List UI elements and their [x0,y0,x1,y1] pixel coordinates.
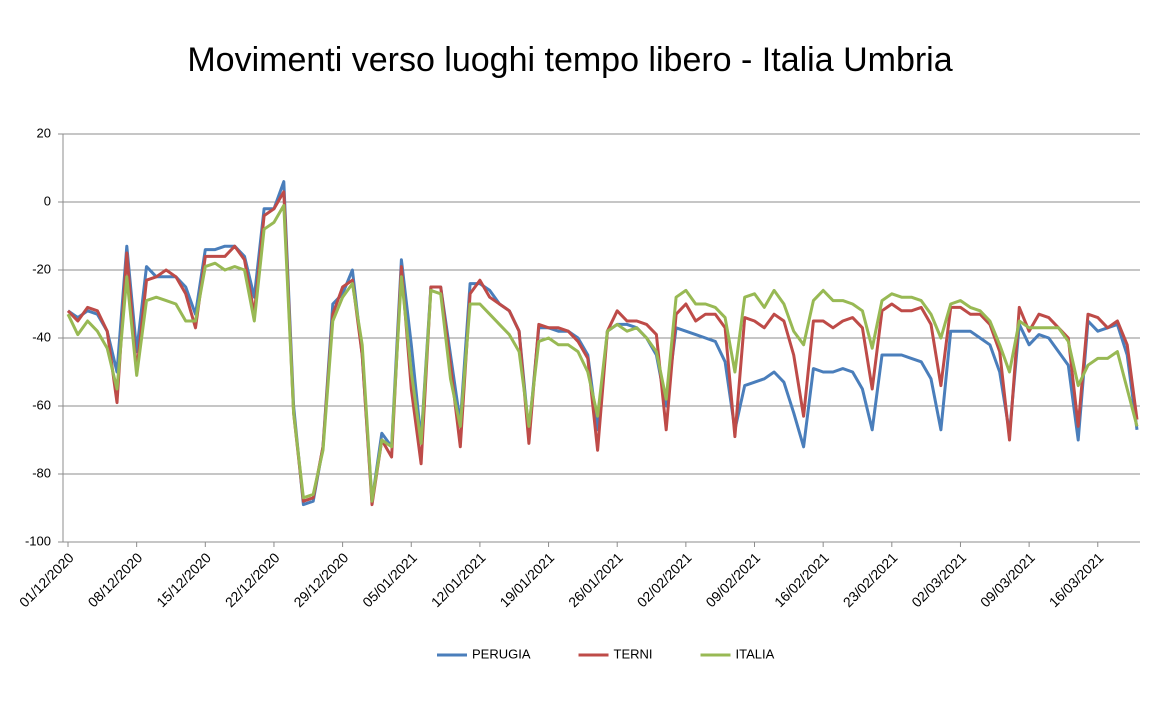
legend-label: TERNI [614,646,653,661]
series-line [67,180,1139,507]
x-tick-label: 23/02/2021 [840,549,901,610]
x-tick-label: 16/02/2021 [771,549,832,610]
x-tick-label: 02/02/2021 [634,549,695,610]
x-tick-label: 19/01/2021 [496,549,557,610]
series-line [66,203,1139,503]
y-tick-label: -60 [32,397,51,412]
y-tick-label: -20 [32,261,51,276]
chart-title: Movimenti verso luoghi tempo libero - It… [187,41,952,79]
y-tick-label: 20 [37,125,51,140]
x-tick-label: 09/03/2021 [977,549,1038,610]
x-tick-label: 26/01/2021 [565,549,626,610]
x-tick-label: 12/01/2021 [428,549,489,610]
x-tick-label: 09/02/2021 [702,549,763,610]
legend-label: PERUGIA [472,646,531,661]
y-tick-label: -100 [25,533,51,548]
y-tick-label: 0 [44,193,51,208]
y-tick-label: -40 [32,329,51,344]
series-line [66,190,1139,507]
x-tick-label: 01/12/2020 [16,549,77,610]
x-tick-label: 08/12/2020 [85,549,146,610]
x-tick-label: 16/03/2021 [1046,549,1107,610]
x-tick-label: 15/12/2020 [153,549,214,610]
x-tick-label: 22/12/2020 [222,549,283,610]
y-tick-label: -80 [32,465,51,480]
x-tick-label: 02/03/2021 [908,549,969,610]
legend-label: ITALIA [736,646,775,661]
x-tick-label: 05/01/2021 [359,549,420,610]
x-tick-label: 29/12/2020 [290,549,351,610]
